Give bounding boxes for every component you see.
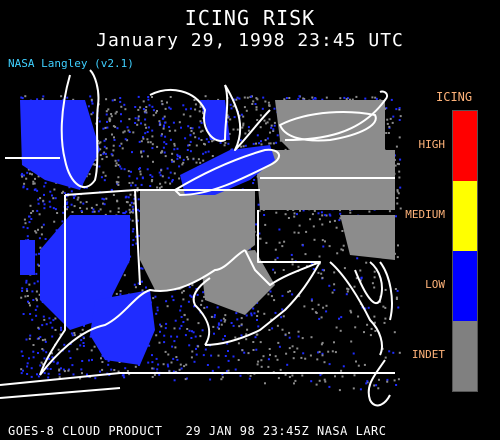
ny-outline	[284, 90, 389, 141]
legend-title: ICING	[436, 90, 473, 104]
indet-regions	[140, 100, 395, 315]
ky-va-border	[192, 277, 211, 346]
illinois-west	[39, 195, 66, 376]
state-borders	[0, 69, 395, 407]
southern-state-line	[0, 387, 121, 399]
legend-color-bar	[452, 110, 478, 392]
credit-label: NASA Langley (v2.1)	[8, 57, 134, 70]
low-regions	[20, 100, 275, 365]
tn-border	[0, 372, 395, 386]
low-region-wisconsin	[20, 100, 100, 190]
low-region-west-edge	[20, 240, 35, 275]
map-subtitle: January 29, 1998 23:45 UTC	[96, 30, 404, 51]
legend-swatch-high	[453, 111, 477, 181]
delmarva	[379, 261, 393, 321]
lake-michigan-outline	[60, 69, 100, 188]
indet-region-east	[340, 215, 395, 260]
legend-label-high: HIGH	[418, 138, 446, 151]
legend-label-indet: INDET	[411, 348, 445, 361]
indet-region-wv	[200, 250, 275, 315]
indet-region-pa	[255, 150, 395, 210]
pa-md-border	[257, 210, 320, 263]
legend-swatch-medium	[453, 181, 477, 251]
map-title: ICING RISK	[184, 6, 316, 30]
michigan-peninsula	[149, 84, 229, 142]
legend-swatch-indet	[453, 321, 477, 391]
indiana-east	[134, 189, 141, 286]
ohio-river	[39, 249, 246, 376]
va-coast	[329, 261, 383, 356]
wv-border	[204, 249, 321, 346]
lake-huron-outline	[224, 84, 271, 151]
low-region-lake-erie	[180, 145, 275, 195]
east-coast-lower	[367, 359, 391, 407]
legend-swatch-low	[453, 251, 477, 321]
legend-label-low: LOW	[425, 278, 445, 291]
low-region-kentucky	[90, 290, 155, 365]
legend-label-medium: MEDIUM	[405, 208, 445, 221]
lake-ontario-outline	[279, 111, 377, 142]
indet-region-ohio	[140, 190, 255, 290]
footer-product-label: GOES-8 CLOUD PRODUCT 29 JAN 98 23:45Z NA…	[8, 424, 387, 438]
chesapeake	[354, 261, 383, 305]
indet-region-michigan	[275, 100, 385, 160]
